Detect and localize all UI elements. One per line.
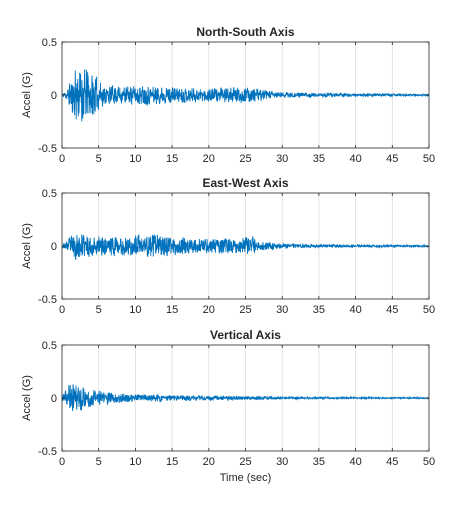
series-line-3 <box>61 384 430 411</box>
y-tick-label: -0.5 <box>38 143 57 155</box>
x-tick-label: 0 <box>59 456 65 468</box>
x-tick-label: 25 <box>239 456 251 468</box>
x-tick-label: 35 <box>313 456 325 468</box>
x-tick-label: 0 <box>59 304 65 316</box>
x-tick-label: 20 <box>203 456 215 468</box>
x-tick-label: 35 <box>313 153 325 165</box>
y-tick-label: -0.5 <box>38 294 57 306</box>
series-line-2 <box>61 233 430 260</box>
y-tick-label: 0 <box>51 90 57 102</box>
x-axis-label: Time (sec) <box>220 472 272 484</box>
x-tick-label: 15 <box>166 153 178 165</box>
y-tick-label: 0.5 <box>42 340 57 352</box>
x-tick-label: 50 <box>423 456 435 468</box>
x-tick-label: 25 <box>239 153 251 165</box>
chart-title: East-West Axis <box>202 176 288 190</box>
y-axis-label: Accel (G) <box>21 375 33 421</box>
y-tick-label: 0 <box>51 241 57 253</box>
x-tick-label: 50 <box>423 153 435 165</box>
y-axis-label: Accel (G) <box>21 72 33 118</box>
x-tick-label: 50 <box>423 304 435 316</box>
x-tick-label: 30 <box>276 153 288 165</box>
y-tick-label: 0 <box>51 393 57 405</box>
x-tick-label: 0 <box>59 153 65 165</box>
chart-title: Vertical Axis <box>210 328 281 342</box>
x-tick-label: 30 <box>276 456 288 468</box>
x-tick-label: 5 <box>96 153 102 165</box>
x-tick-label: 10 <box>129 456 141 468</box>
x-tick-label: 5 <box>96 304 102 316</box>
x-tick-label: 10 <box>129 304 141 316</box>
x-tick-label: 40 <box>349 153 361 165</box>
y-tick-label: 0.5 <box>42 188 57 200</box>
y-axis-label: Accel (G) <box>21 223 33 269</box>
x-tick-label: 15 <box>166 456 178 468</box>
x-tick-label: 30 <box>276 304 288 316</box>
x-tick-label: 10 <box>129 153 141 165</box>
y-tick-label: -0.5 <box>38 446 57 458</box>
x-tick-label: 5 <box>96 456 102 468</box>
x-tick-label: 45 <box>386 153 398 165</box>
x-tick-label: 15 <box>166 304 178 316</box>
y-tick-label: 0.5 <box>42 37 57 49</box>
x-tick-label: 40 <box>349 456 361 468</box>
series-line-1 <box>61 69 430 122</box>
x-tick-label: 40 <box>349 304 361 316</box>
x-tick-label: 45 <box>386 304 398 316</box>
x-tick-label: 20 <box>203 153 215 165</box>
subplot-1: 0 5 10 15 20 25 30 35 40 45 50-0.500.5North-South … <box>21 25 435 165</box>
x-tick-label: 35 <box>313 304 325 316</box>
x-tick-label: 25 <box>239 304 251 316</box>
x-tick-label: 20 <box>203 304 215 316</box>
chart-title: North-South Axis <box>196 25 295 39</box>
x-tick-label: 45 <box>386 456 398 468</box>
